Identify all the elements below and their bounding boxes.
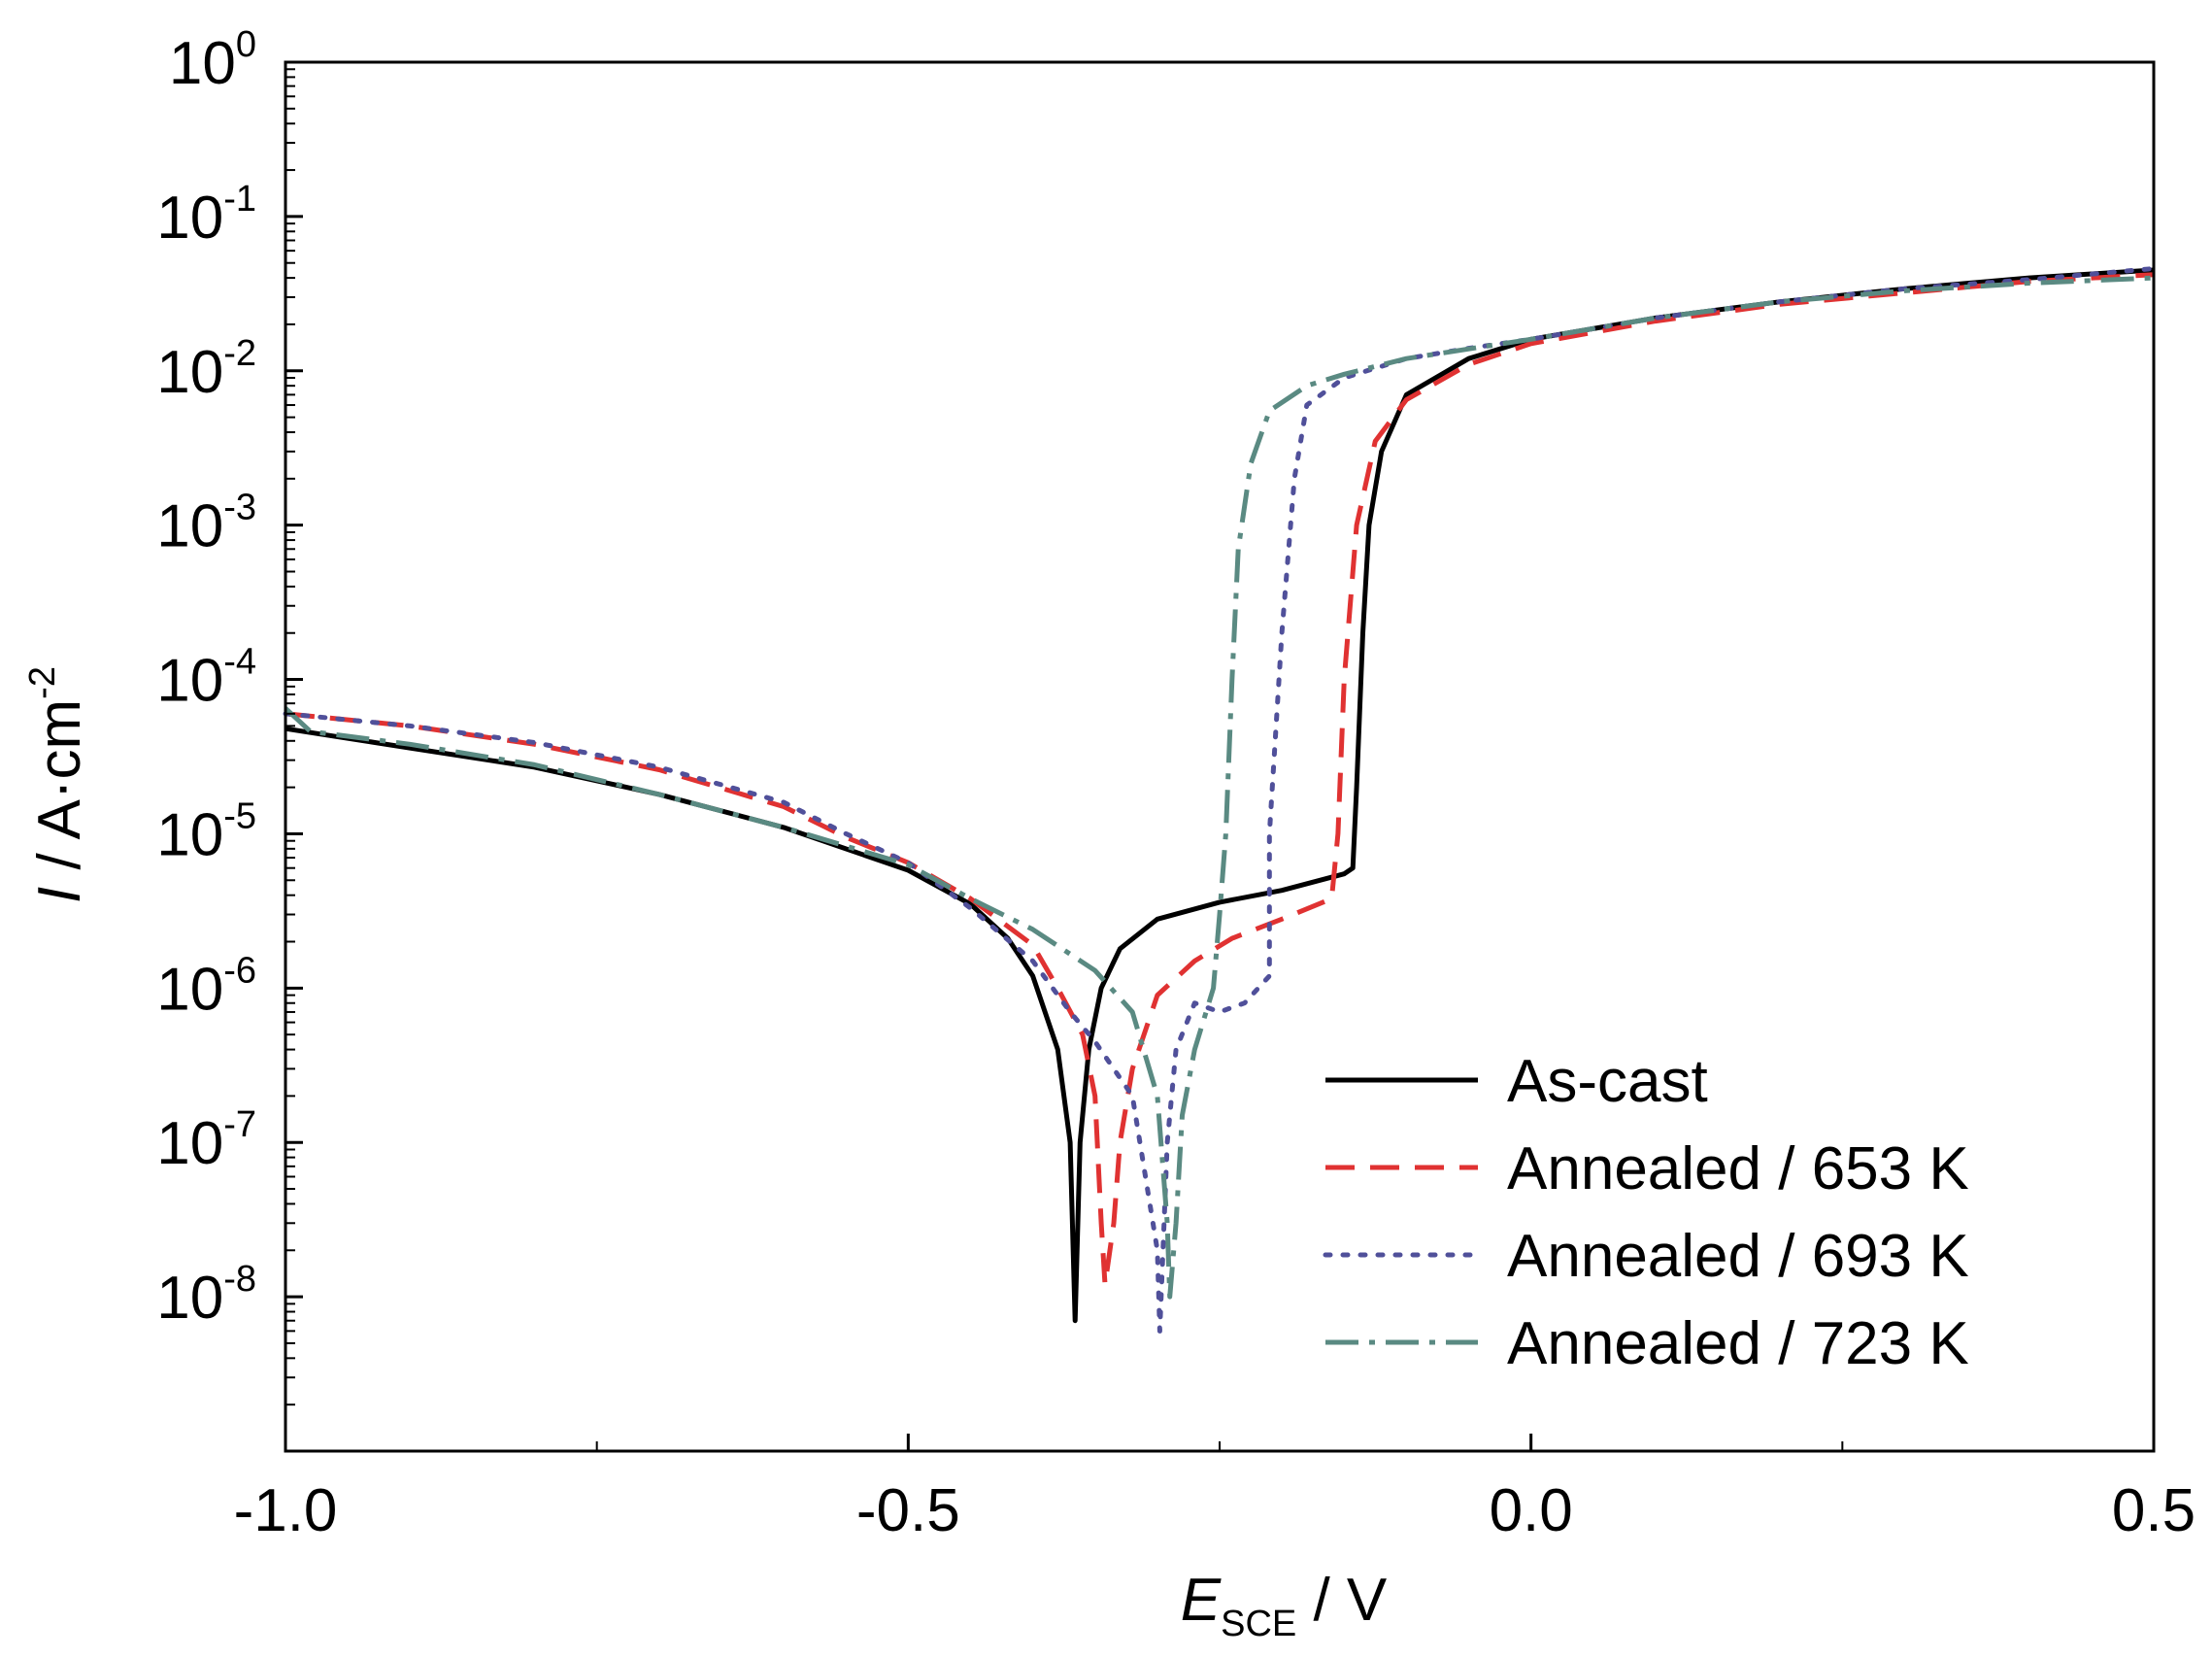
x-tick-label: 0.0 [1490, 1477, 1573, 1544]
legend-label-2: Annealed / 653 K [1507, 1135, 1969, 1202]
x-tick-label: -1.0 [234, 1477, 338, 1544]
axes-layer: -1.0 -0.5 0.0 0.5 100 10-1 10-2 10-3 10-4 10-5 10-… [156, 24, 2195, 1544]
y-tick-label: 10-1 [156, 179, 256, 252]
legend-label-3: Annealed / 693 K [1507, 1223, 1969, 1290]
y-tick-label: 10-2 [156, 333, 256, 406]
y-tick-label: 10-7 [156, 1104, 256, 1177]
y-tick-label: 100 [169, 24, 256, 97]
y-tick-label: 10-6 [156, 950, 256, 1023]
y-tick-label: 10-8 [156, 1259, 256, 1332]
x-tick-label: -0.5 [856, 1477, 960, 1544]
series-line-4 [284, 275, 2155, 1300]
legend: As-cast Annealed / 653 K Annealed / 693 K A… [1323, 1048, 1969, 1377]
series-line-1 [285, 267, 2155, 1324]
x-axis-title: ESCE / V [1181, 1567, 1388, 1644]
y-axis-title: I / A·cm-2 [22, 666, 93, 903]
legend-label-4: Annealed / 723 K [1507, 1310, 1969, 1377]
y-tick-label: 10-4 [156, 642, 256, 715]
series-layer [283, 266, 2157, 1334]
legend-label-1: As-cast [1507, 1048, 1708, 1115]
x-tick-label: 0.5 [2112, 1477, 2195, 1544]
series-line-2 [285, 272, 2155, 1287]
y-tick-label: 10-5 [156, 795, 256, 868]
series-line-3 [283, 266, 2157, 1334]
y-tick-label: 10-3 [156, 488, 256, 560]
